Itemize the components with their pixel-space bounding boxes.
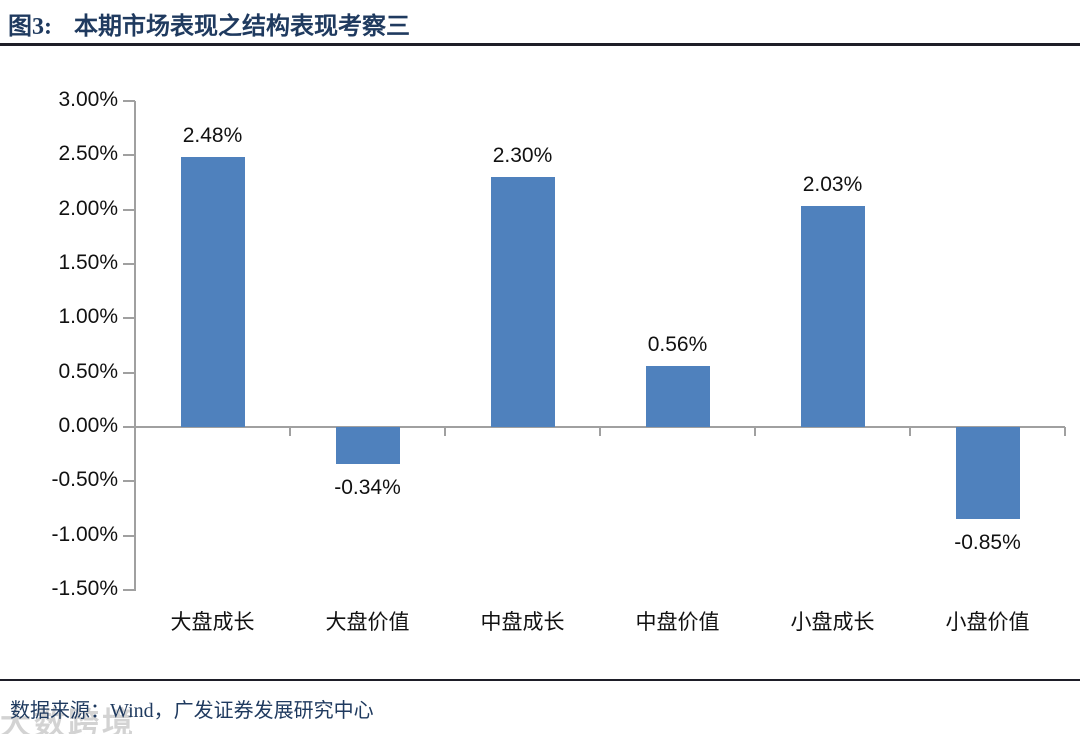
y-axis-tick-mark: [123, 208, 135, 211]
bar-value-label: 2.48%: [182, 124, 243, 148]
y-axis-tick-mark: [123, 100, 135, 102]
bar-大盘价值: [335, 427, 400, 464]
y-axis-tick-mark: [123, 317, 135, 320]
y-axis-tick-mark: [123, 589, 135, 591]
y-axis-tick-label: 0.00%: [58, 414, 118, 437]
bar-value-label: 2.30%: [492, 144, 553, 168]
figure-title: 图3: 本期市场表现之结构表现考察三: [8, 6, 410, 41]
x-axis-tick-mark: [289, 427, 291, 436]
x-axis-tick-mark: [444, 427, 446, 436]
x-axis-category-label: 中盘价值: [635, 610, 720, 634]
bar-value-label: 2.03%: [802, 173, 863, 197]
x-axis-category-label: 大盘价值: [325, 610, 410, 634]
bar-中盘成长: [490, 177, 555, 427]
y-axis-tick-mark: [123, 371, 135, 374]
footer-divider: [0, 679, 1080, 681]
figure-title-text: 本期市场表现之结构表现考察三: [74, 14, 410, 40]
y-axis-tick-mark: [123, 154, 135, 157]
y-axis-tick-label: 0.50%: [58, 359, 118, 383]
y-axis-tick-label: 1.50%: [58, 251, 118, 274]
x-axis-category-label: 小盘价值: [945, 610, 1030, 634]
bar-小盘成长: [800, 206, 865, 427]
y-axis-tick-label: -1.50%: [51, 577, 118, 600]
bar-小盘价值: [955, 427, 1020, 520]
x-axis-category-label: 中盘成长: [480, 610, 565, 634]
bar-value-label: -0.85%: [954, 531, 1021, 555]
y-axis-tick-label: 2.50%: [58, 142, 118, 166]
bar-value-label: -0.34%: [334, 475, 401, 499]
bar-中盘价值: [645, 366, 710, 427]
x-axis-tick-mark: [134, 427, 136, 436]
title-divider: [0, 43, 1080, 46]
figure-number: 图3:: [8, 14, 52, 40]
y-axis-tick-label: 3.00%: [58, 88, 118, 111]
x-axis-tick-mark: [754, 427, 756, 436]
bar-value-label: 0.56%: [647, 333, 708, 357]
x-axis-category-label: 小盘成长: [790, 610, 875, 634]
y-axis-tick-label: -0.50%: [51, 468, 118, 492]
y-axis-tick-label: 2.00%: [58, 196, 118, 220]
watermark: 大数跨境: [0, 706, 136, 734]
x-axis-category-label: 大盘成长: [170, 610, 255, 634]
x-axis-tick-mark: [909, 427, 911, 436]
data-source: 数据来源：Wind，广发证券发展研究中心: [10, 700, 374, 722]
y-axis-line: [134, 101, 136, 591]
y-axis-tick-mark: [123, 263, 135, 265]
y-axis-tick-mark: [123, 534, 135, 537]
y-axis-tick-mark: [123, 426, 135, 428]
x-axis-tick-mark: [1064, 427, 1066, 436]
bar-大盘成长: [180, 157, 245, 427]
y-axis-tick-label: -1.00%: [51, 522, 118, 546]
y-axis-tick-mark: [123, 480, 135, 483]
x-axis-tick-mark: [599, 427, 601, 436]
y-axis-tick-label: 1.00%: [58, 305, 118, 329]
